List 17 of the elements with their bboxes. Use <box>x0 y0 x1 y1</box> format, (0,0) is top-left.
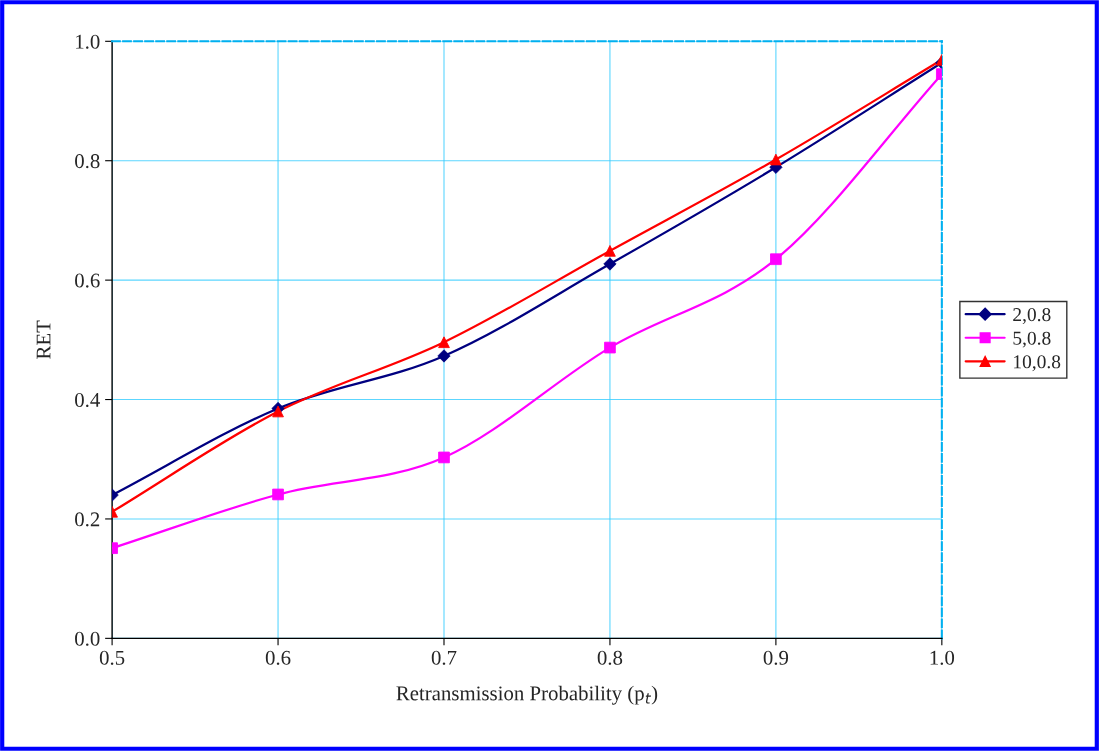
legend-label: 10,0.8 <box>1014 355 1061 372</box>
y-tick-label: 0.0 <box>75 631 100 646</box>
x-tick-label: 0.6 <box>265 650 291 665</box>
y-tick-label: 0.8 <box>75 154 100 169</box>
x-tick-label: 0.8 <box>597 650 623 665</box>
y-tick-label: 0.2 <box>75 512 100 527</box>
legend-label: 5,0.8 <box>1013 331 1051 348</box>
x-tick-label: 0.7 <box>431 650 457 665</box>
y-tick-label: 0.6 <box>75 273 100 288</box>
x-axis-title: Retransmission Probability (p$_{t}$) <box>396 685 658 705</box>
x-tick-label: 0.9 <box>763 650 789 665</box>
y-tick-label: 0.4 <box>75 392 100 408</box>
legend-label: 2,0.8 <box>1013 308 1051 324</box>
x-tick-label: 0.5 <box>99 650 125 665</box>
y-tick-label: 1.0 <box>76 34 100 49</box>
y-axis-title: RET <box>36 320 51 359</box>
x-tick-label: 1.0 <box>930 650 955 665</box>
